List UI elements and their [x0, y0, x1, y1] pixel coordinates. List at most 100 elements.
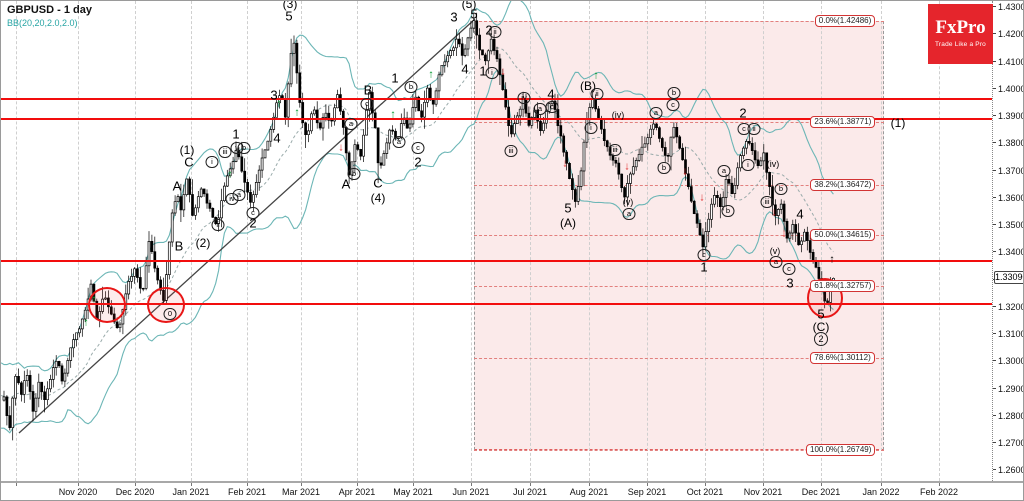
fib-level-line [474, 21, 884, 22]
time-axis-tick [939, 483, 940, 486]
buy-signal-arrow-icon: ↑ [227, 168, 233, 181]
trendline[interactable] [18, 18, 476, 434]
price-axis-label: 1.32000 [993, 302, 1023, 312]
gridline-vertical [881, 1, 882, 481]
fib-level-line [474, 184, 884, 186]
wave-label: 3 [270, 87, 278, 103]
candlestick-layer[interactable] [1, 1, 992, 481]
candles-bearish [5, 20, 829, 429]
wave-label: 4 [273, 130, 281, 146]
buy-signal-arrow-icon: ↑ [390, 108, 396, 121]
resistance-line[interactable] [1, 303, 992, 306]
wave-label: (2) [195, 236, 211, 250]
wave-label: (5) [461, 1, 477, 11]
fib-level-line [474, 358, 884, 360]
time-axis-label: Apr 2021 [338, 487, 376, 497]
wave-label: 4 [461, 61, 469, 77]
wave-label: b [721, 205, 735, 217]
time-axis-label: Jan 2021 [172, 487, 210, 497]
candles-bullish [2, 20, 835, 429]
time-axis-label: Dec 2020 [115, 487, 155, 497]
wave-label: (v) [622, 197, 634, 207]
wave-label: 2 [814, 332, 828, 346]
symbol-title: GBPUSD - 1 day [7, 4, 92, 16]
wave-label: A [341, 176, 351, 192]
wave-label: (1) [890, 116, 906, 130]
time-axis[interactable]: Nov 2020 Dec 2020 Jan 2021 Feb 2021 Mar 2021… [1, 481, 1023, 500]
wave-label: (iv) [611, 110, 625, 120]
wave-label: iv [517, 92, 531, 104]
wave-label: C [373, 175, 383, 191]
fib-level-label[interactable]: 38.2%(1.36472) [810, 178, 876, 191]
wave-label: 1 [700, 259, 708, 275]
resistance-line[interactable] [1, 259, 992, 262]
wave-label: a [533, 103, 547, 115]
gridline-vertical [647, 1, 648, 481]
resistance-line[interactable] [1, 98, 992, 101]
gridline-vertical [16, 1, 17, 481]
gridline-vertical [763, 1, 764, 481]
gridline-vertical [413, 1, 414, 481]
wave-label: (A) [560, 216, 576, 230]
wave-label: (iv) [766, 159, 780, 169]
wave-label: b [774, 183, 788, 195]
wave-label: i [741, 159, 755, 171]
fib-level-line [474, 286, 884, 288]
wave-label: 5 [817, 306, 825, 322]
time-axis-tick [821, 483, 822, 486]
time-axis-label: Oct 2021 [686, 487, 724, 497]
fib-level-label[interactable]: 61.8%(1.32757) [810, 280, 876, 293]
fib-level-label[interactable]: 78.6%(1.30112) [810, 352, 875, 365]
wave-label: (1) [179, 143, 195, 157]
wave-label: iii [608, 144, 622, 156]
wave-label: 5 [285, 8, 293, 24]
sell-signal-arrow-icon: ↓ [699, 191, 705, 204]
fib-level-line [474, 235, 884, 237]
buy-signal-arrow-icon: ↑ [91, 293, 97, 306]
time-axis-tick [763, 483, 764, 486]
time-axis-label: Jul 2021 [512, 487, 548, 497]
price-axis-label: 1.28000 [993, 411, 1023, 421]
price-axis[interactable]: 1.43000 1.42000 1.41000 1.40000 1.39000 1.380… [992, 1, 1023, 481]
wave-label: a [769, 256, 783, 268]
fib-level-line [474, 122, 884, 124]
wave-label: iii [760, 196, 774, 208]
wave-label: c [411, 142, 425, 154]
time-axis-tick [191, 483, 192, 486]
bollinger-indicator-label[interactable]: BB(20,20,2.0,2.0) [7, 18, 78, 28]
wave-label: c [246, 207, 260, 219]
wave-label: a [392, 136, 406, 148]
price-axis-label: 1.43000 [993, 2, 1023, 12]
price-axis-label: 1.31000 [993, 329, 1023, 339]
time-axis-label: Jan 2022 [862, 487, 900, 497]
wave-label: (v) [769, 246, 781, 256]
wave-label: 0 [163, 308, 177, 320]
chart-title-block: GBPUSD - 1 day BB(20,20,2.0,2.0) [7, 4, 92, 28]
highlight-circle [88, 287, 126, 323]
buy-signal-arrow-icon: ↑ [276, 97, 282, 110]
sell-signal-arrow-icon: ↓ [562, 157, 568, 170]
time-axis-tick [78, 483, 79, 486]
fxpro-logo: FxPro Trade Like a Pro [928, 4, 993, 64]
wave-label: i [584, 122, 598, 134]
price-axis-label: 1.39000 [993, 111, 1023, 121]
gridline-vertical [135, 1, 136, 481]
wave-label: 5 [564, 200, 572, 216]
resistance-line[interactable] [1, 117, 992, 120]
fib-level-label[interactable]: 50.0%(1.34615) [810, 229, 876, 242]
price-axis-label: 1.35000 [993, 220, 1023, 230]
gridline-vertical [78, 1, 79, 481]
wave-label: i [205, 156, 219, 168]
chart-plot-area[interactable]: ↑ ↑ ↑ ↑ ↑ ↑ ↑ ↑ ↓ ↓ ↓ ↓ ↓ ↓ ↓ ↓ ↑ (3) 5 3 4 1 2 (1) C A B (2) A B C (4)… [1, 1, 992, 481]
wave-label: c [782, 263, 796, 275]
fib-level-label[interactable]: 100.0%(1.26749) [806, 443, 876, 456]
last-price-tag: 1.33090 [994, 271, 1023, 285]
gridline-vertical [247, 1, 248, 481]
wave-label: 2 [739, 105, 747, 121]
fib-level-label[interactable]: 0.0%(1.42486) [814, 15, 876, 27]
wave-label: 3 [786, 275, 794, 291]
fxpro-logo-wordmark: FxPro [935, 17, 986, 38]
fib-level-label[interactable]: 23.6%(1.38771) [810, 116, 876, 129]
bollinger-upper-band [1, 1, 834, 372]
wave-label: b [347, 168, 361, 180]
